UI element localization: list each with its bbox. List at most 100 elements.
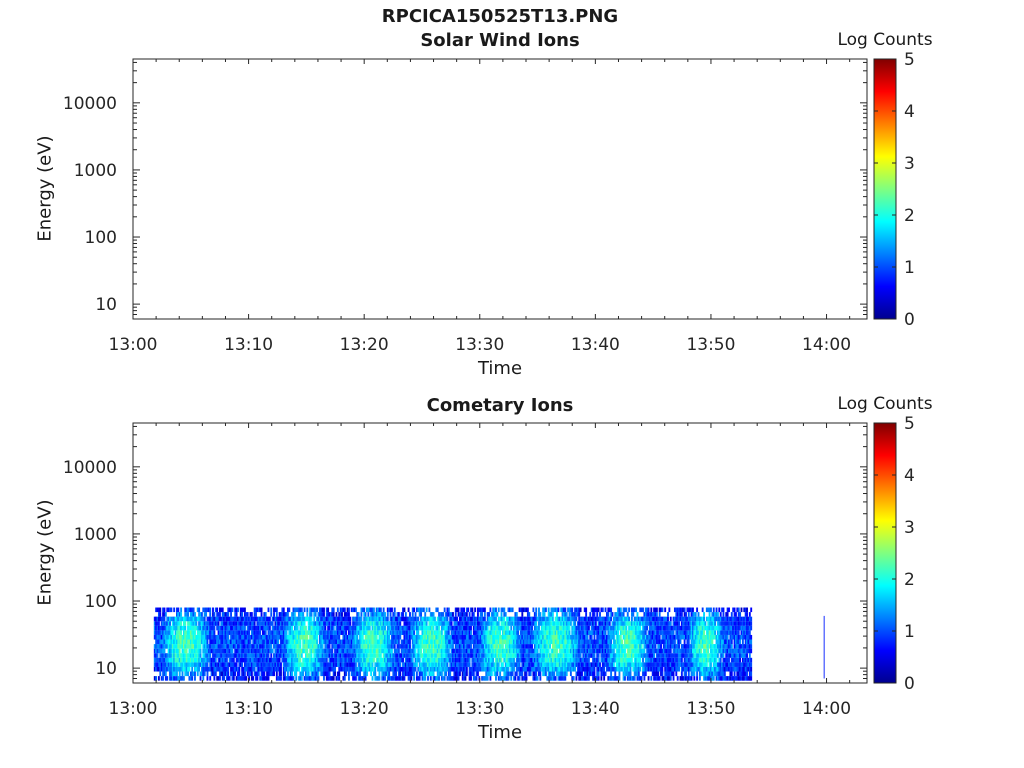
spectrogram-cell [574, 653, 576, 658]
spectrogram-cell [359, 657, 361, 663]
spectrogram-cell [378, 612, 381, 617]
spectrogram-cell [296, 616, 299, 622]
spectrogram-cell [331, 644, 334, 649]
spectrogram-cell [379, 639, 382, 645]
spectrogram-cell [361, 639, 364, 645]
spectrogram-cell [429, 676, 432, 681]
spectrogram-cell [540, 657, 543, 663]
spectrogram-cell [463, 666, 466, 672]
spectrogram-cell [596, 625, 599, 631]
spectrogram-cell [443, 676, 446, 681]
spectrogram-cell [281, 657, 284, 663]
spectrogram-cell [432, 621, 435, 626]
spectrogram-cell [418, 607, 421, 613]
spectrogram-cell [601, 644, 604, 649]
spectrogram-cell [424, 644, 427, 649]
spectrogram-cell [227, 671, 230, 677]
spectrogram-cell [593, 653, 596, 658]
spectrogram-cell [224, 634, 227, 640]
spectrogram-cell [256, 653, 259, 658]
spectrogram-cell [465, 621, 468, 626]
spectrogram-cell [343, 616, 346, 622]
spectrogram-cell [607, 644, 610, 649]
spectrogram-cell [391, 648, 393, 654]
spectrogram-cell [589, 644, 592, 649]
spectrogram-cell [457, 648, 460, 654]
spectrogram-cell [465, 630, 468, 635]
spectrogram-cell [544, 671, 547, 677]
spectrogram-cell [431, 666, 434, 672]
spectrogram-cell [339, 612, 342, 617]
spectrogram-cell [446, 676, 449, 681]
spectrogram-cell [316, 657, 318, 663]
spectrogram-cell [628, 616, 631, 622]
spectrogram-cell [575, 648, 578, 654]
spectrogram-cell [621, 648, 624, 654]
spectrogram-cell [608, 639, 611, 645]
spectrogram-cell [271, 657, 274, 663]
spectrogram-cell [352, 653, 355, 658]
spectrogram-cell [206, 648, 209, 654]
spectrogram-cell [263, 625, 266, 631]
spectrogram-cell [316, 653, 318, 658]
spectrogram-cell [370, 621, 373, 626]
spectrogram-cell [468, 630, 471, 635]
spectrogram-cell [268, 666, 271, 672]
spectrogram-cell [453, 621, 456, 626]
spectrogram-cell [317, 671, 320, 677]
spectrogram-cell [205, 662, 208, 667]
spectrogram-cell [243, 662, 246, 667]
spectrogram-cell [303, 616, 306, 622]
spectrogram-cell [560, 616, 563, 622]
spectrogram-cell [375, 621, 378, 626]
spectrogram-cell [328, 662, 331, 667]
spectrogram-cell [366, 625, 368, 631]
spectrogram-cell [418, 634, 421, 640]
spectrogram-cell [553, 625, 556, 631]
spectrogram-cell [500, 653, 503, 658]
spectrogram-cell [547, 671, 550, 677]
spectrogram-cell [628, 662, 631, 667]
spectrogram-cell [235, 625, 238, 631]
spectrogram-cell [611, 648, 614, 654]
spectrogram-cell [257, 653, 260, 658]
spectrogram-cell [575, 612, 578, 617]
spectrogram-cell [223, 616, 226, 622]
spectrogram-cell [309, 648, 312, 654]
spectrogram-cell [590, 644, 593, 649]
spectrogram-cell [292, 630, 295, 635]
spectrogram-cell [626, 612, 629, 617]
spectrogram-cell [256, 676, 259, 681]
spectrogram-cell [565, 621, 568, 626]
spectrogram-cell [202, 607, 205, 613]
spectrogram-cell [421, 616, 424, 622]
spectrogram-cell [418, 653, 421, 658]
spectrogram-cell [510, 644, 513, 649]
spectrogram-cell [478, 639, 481, 645]
spectrogram-cell [418, 625, 421, 631]
spectrogram-cell [157, 621, 160, 626]
spectrogram-cell [503, 634, 506, 640]
spectrogram-cell [263, 621, 266, 626]
spectrogram-cell [544, 648, 547, 654]
spectrogram-cell [492, 607, 495, 613]
spectrogram-cell [626, 639, 629, 645]
spectrogram-cell [177, 666, 180, 672]
spectrogram-cell [538, 671, 540, 677]
spectrogram-cell [396, 639, 399, 645]
spectrogram-cell [382, 648, 385, 654]
spectrogram-cell [311, 630, 314, 635]
spectrogram-cell [169, 625, 171, 631]
spectrogram-cell [350, 653, 353, 658]
spectrogram-cell [431, 621, 434, 626]
spectrogram-cell [474, 662, 477, 667]
spectrogram-cell [427, 625, 429, 631]
spectrogram-cell [230, 653, 232, 658]
cometary-ions-panel: 13:00 13:10 13:20 13:30 13:40 13:50 14:0010100… [63, 414, 915, 719]
spectrogram-cell [592, 653, 595, 658]
spectrogram-cell [474, 616, 477, 622]
spectrogram-cell [221, 671, 224, 677]
spectrogram-cell [391, 630, 393, 635]
spectrogram-cell [216, 662, 219, 667]
spectrogram-cell [445, 612, 447, 617]
